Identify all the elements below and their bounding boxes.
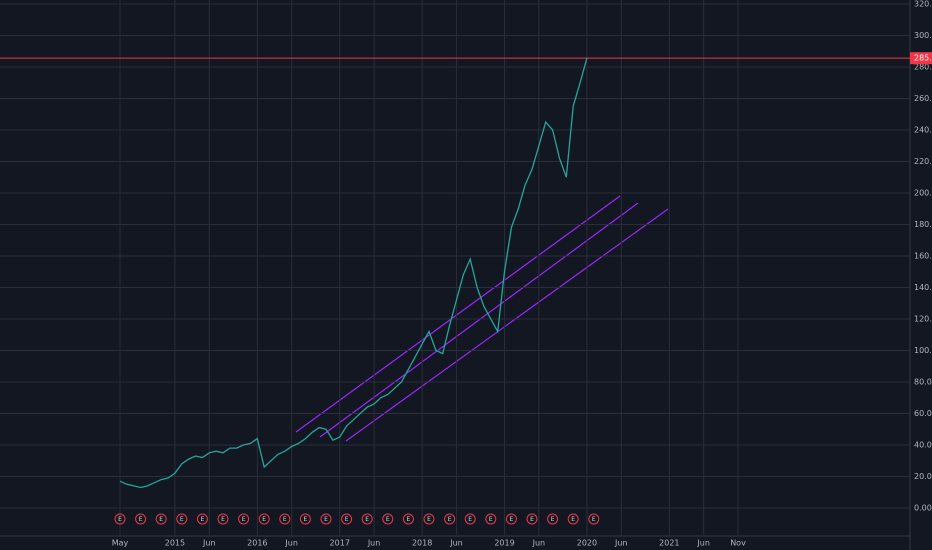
earnings-marker <box>444 513 456 525</box>
earnings-label: E <box>139 516 143 523</box>
earnings-label: E <box>407 516 411 523</box>
earnings-label: E <box>221 516 225 523</box>
earnings-label: E <box>510 516 514 523</box>
y-tick-label: 0.00 <box>914 503 932 512</box>
x-tick-label: 2020 <box>577 539 597 548</box>
x-tick-label: 2018 <box>412 539 432 548</box>
earnings-marker <box>217 513 229 525</box>
channel-line <box>319 202 639 438</box>
earnings-label: E <box>324 516 328 523</box>
earnings-marker <box>299 513 311 525</box>
x-tick-label: 2021 <box>659 539 679 548</box>
earnings-label: E <box>365 516 369 523</box>
earnings-label: E <box>180 516 184 523</box>
y-tick-label: 220.00 <box>914 157 932 166</box>
earnings-label: E <box>262 516 266 523</box>
y-tick-label: 100.00 <box>914 346 932 355</box>
y-tick-label: 20.00 <box>914 472 932 481</box>
x-tick-label: Nov <box>730 539 746 548</box>
earnings-label: E <box>468 516 472 523</box>
earnings-marker <box>588 513 600 525</box>
x-tick-label: Jun <box>696 539 710 548</box>
earnings-marker <box>423 513 435 525</box>
x-tick-label: 2015 <box>165 539 185 548</box>
earnings-label: E <box>118 516 122 523</box>
y-tick-label: 160.00 <box>914 251 932 260</box>
earnings-marker <box>258 513 270 525</box>
earnings-marker <box>341 513 353 525</box>
channel-line <box>295 195 621 433</box>
earnings-marker <box>135 513 147 525</box>
y-tick-label: 60.00 <box>914 409 932 418</box>
earnings-label: E <box>571 516 575 523</box>
y-tick-label: 200.00 <box>914 188 932 197</box>
x-tick-label: 2019 <box>494 539 514 548</box>
earnings-label: E <box>201 516 205 523</box>
x-tick-label: 2016 <box>247 539 267 548</box>
earnings-marker <box>526 513 538 525</box>
earnings-label: E <box>551 516 555 523</box>
last-price-box <box>910 52 932 65</box>
y-tick-label: 40.00 <box>914 440 932 449</box>
earnings-marker <box>155 513 167 525</box>
channel <box>295 195 669 442</box>
earnings-marker <box>382 513 394 525</box>
earnings-marker <box>505 513 517 525</box>
y-tick-label: 300.00 <box>914 31 932 40</box>
x-tick-label: Jun <box>614 539 628 548</box>
earnings-label: E <box>530 516 534 523</box>
earnings-label: E <box>386 516 390 523</box>
y-tick-label: 180.00 <box>914 220 932 229</box>
y-tick-label: 280.00 <box>914 62 932 71</box>
earnings-marker <box>176 513 188 525</box>
y-tick-label: 80.00 <box>914 377 932 386</box>
y-tick-label: 240.00 <box>914 125 932 134</box>
y-tick-label: 120.00 <box>914 314 932 323</box>
earnings-label: E <box>242 516 246 523</box>
earnings-label: E <box>304 516 308 523</box>
earnings-label: E <box>159 516 163 523</box>
price-line <box>119 58 588 489</box>
earnings-marker <box>485 513 497 525</box>
earnings-label: E <box>592 516 596 523</box>
last-price-label: 285.58 <box>914 54 932 63</box>
earnings-marker <box>361 513 373 525</box>
earnings-marker <box>402 513 414 525</box>
x-tick-label: 2017 <box>330 539 350 548</box>
earnings-marker <box>279 513 291 525</box>
earnings-label: E <box>427 516 431 523</box>
earnings-marker <box>567 513 579 525</box>
earnings-label: E <box>345 516 349 523</box>
y-tick-label: 140.00 <box>914 283 932 292</box>
x-tick-label: Jun <box>202 539 216 548</box>
earnings-marker <box>238 513 250 525</box>
y-tick-label: 260.00 <box>914 94 932 103</box>
earnings-label: E <box>489 516 493 523</box>
earnings-label: E <box>448 516 452 523</box>
y-tick-label: 320.00 <box>914 0 932 8</box>
earnings-marker <box>320 513 332 525</box>
x-tick-label: Jun <box>449 539 463 548</box>
x-tick-label: Jun <box>532 539 546 548</box>
earnings-marker <box>114 513 126 525</box>
x-tick-label: Jun <box>284 539 298 548</box>
earnings-marker <box>196 513 208 525</box>
earnings-label: E <box>283 516 287 523</box>
x-tick-label: Jun <box>367 539 381 548</box>
x-tick-label: May <box>112 539 129 548</box>
earnings-marker <box>464 513 476 525</box>
earnings-marker <box>547 513 559 525</box>
channel-line <box>345 208 669 442</box>
